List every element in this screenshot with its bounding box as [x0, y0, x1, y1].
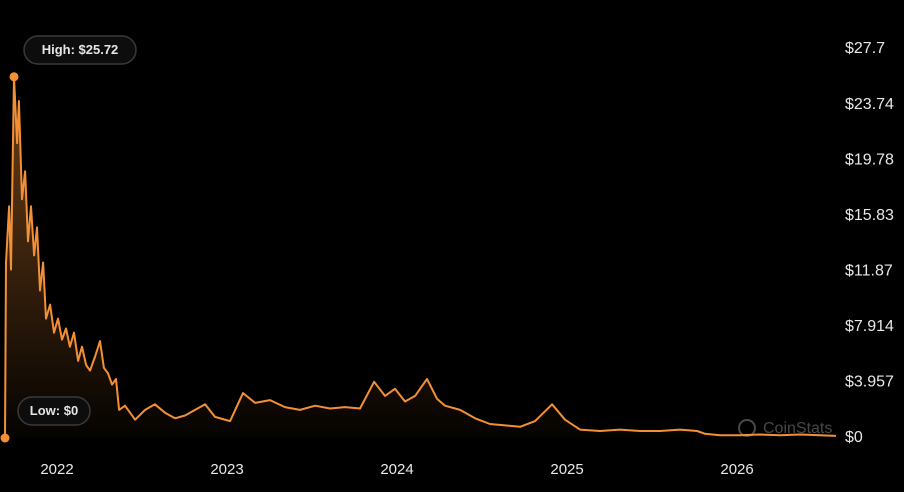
- high-dot: [9, 72, 19, 82]
- x-tick-label: 2025: [550, 461, 583, 478]
- y-tick-label: $0: [845, 429, 863, 446]
- y-tick-label: $23.74: [845, 96, 894, 113]
- y-tick-label: $11.87: [845, 263, 893, 280]
- area: [5, 76, 836, 439]
- low-dot: [0, 433, 10, 443]
- watermark-text: CoinStats: [763, 420, 832, 437]
- x-tick-label: 2024: [380, 461, 413, 478]
- high-label: High: $25.72: [42, 42, 119, 57]
- low-label: Low: $0: [30, 403, 78, 418]
- y-tick-label: $7.914: [845, 318, 894, 335]
- y-tick-label: $27.7: [845, 40, 885, 57]
- y-tick-label: $19.78: [845, 151, 894, 168]
- x-tick-label: 2023: [210, 461, 243, 478]
- watermark-logo: [738, 419, 756, 437]
- high-pill: [23, 35, 137, 65]
- y-tick-label: $15.83: [845, 207, 894, 224]
- low-pill: [17, 396, 91, 426]
- x-tick-label: 2022: [40, 461, 73, 478]
- price-line: [4, 75, 837, 439]
- y-tick-label: $3.957: [845, 374, 894, 391]
- x-tick-label: 2026: [720, 461, 753, 478]
